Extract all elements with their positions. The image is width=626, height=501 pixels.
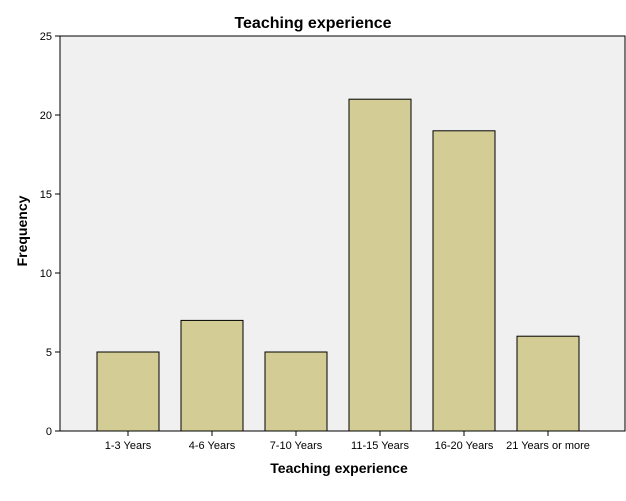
x-tick-label-2: 7-10 Years: [270, 440, 323, 452]
bar-3: [348, 98, 412, 432]
y-tick-label-5: 25: [40, 31, 52, 43]
y-tick-label-1: 5: [46, 347, 52, 359]
y-tick-label-0: 0: [46, 426, 52, 438]
x-tick-label-1: 4-6 Years: [189, 440, 236, 452]
bar-1: [180, 319, 244, 432]
bar-5: [516, 335, 580, 432]
bar-4: [432, 130, 496, 432]
y-axis-title: Frequency: [14, 195, 30, 266]
chart-title: Teaching experience: [234, 15, 391, 32]
x-axis-title: Teaching experience: [270, 460, 408, 476]
y-tick-label-4: 20: [40, 110, 52, 122]
bar-2: [264, 351, 328, 432]
x-tick-label-3: 11-15 Years: [351, 440, 409, 452]
x-tick-label-0: 1-3 Years: [105, 440, 152, 452]
axes-group: 1-3 Years 4-6 Years 7-10 Years 11-15 Years 1…: [40, 31, 590, 452]
x-tick-label-4: 16-20 Years: [435, 440, 494, 452]
bars-group: [96, 98, 580, 432]
y-tick-label-3: 15: [40, 189, 52, 201]
y-tick-label-2: 10: [40, 268, 52, 280]
x-tick-label-5: 21 Years or more: [506, 440, 590, 452]
bar-0: [96, 351, 160, 432]
